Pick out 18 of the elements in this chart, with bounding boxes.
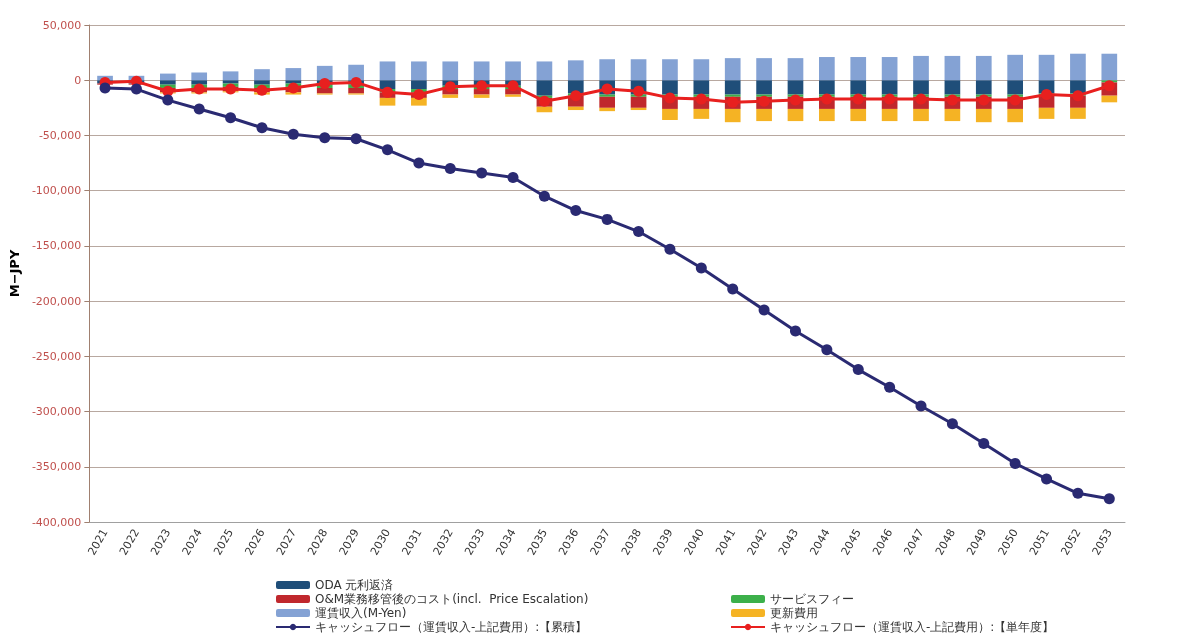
y-tick-label: -300,000 [31, 405, 82, 419]
y-tick-label: -400,000 [31, 515, 82, 529]
legend-label: 更新費用 [770, 606, 818, 620]
y-tick-label: -250,000 [31, 349, 82, 363]
legend-label: サービスフィー [770, 592, 854, 606]
y-tick-label: -350,000 [31, 460, 82, 474]
y-tick-label: -50,000 [38, 128, 82, 142]
legend-label: 運賃収入(M-Yen) [315, 606, 407, 620]
y-tick-label: -200,000 [31, 294, 82, 308]
legend-label: O&M業務移管後のコスト(incl. Price Escalation) [315, 592, 589, 606]
y-axis-title: M−JPY [7, 249, 22, 298]
y-tick-label: -150,000 [31, 239, 82, 253]
y-tick-label: 0 [74, 73, 82, 87]
legend-label: キャッシュフロー（運賃収入-上記費用）:【累積】 [315, 620, 588, 634]
y-tick-label: -100,000 [31, 184, 82, 198]
y-tick-label: 50,000 [42, 18, 82, 32]
legend-label: キャッシュフロー（運賃収入-上記費用）:【単年度】 [770, 620, 1055, 634]
legend-label: ODA 元利返済 [315, 578, 394, 592]
